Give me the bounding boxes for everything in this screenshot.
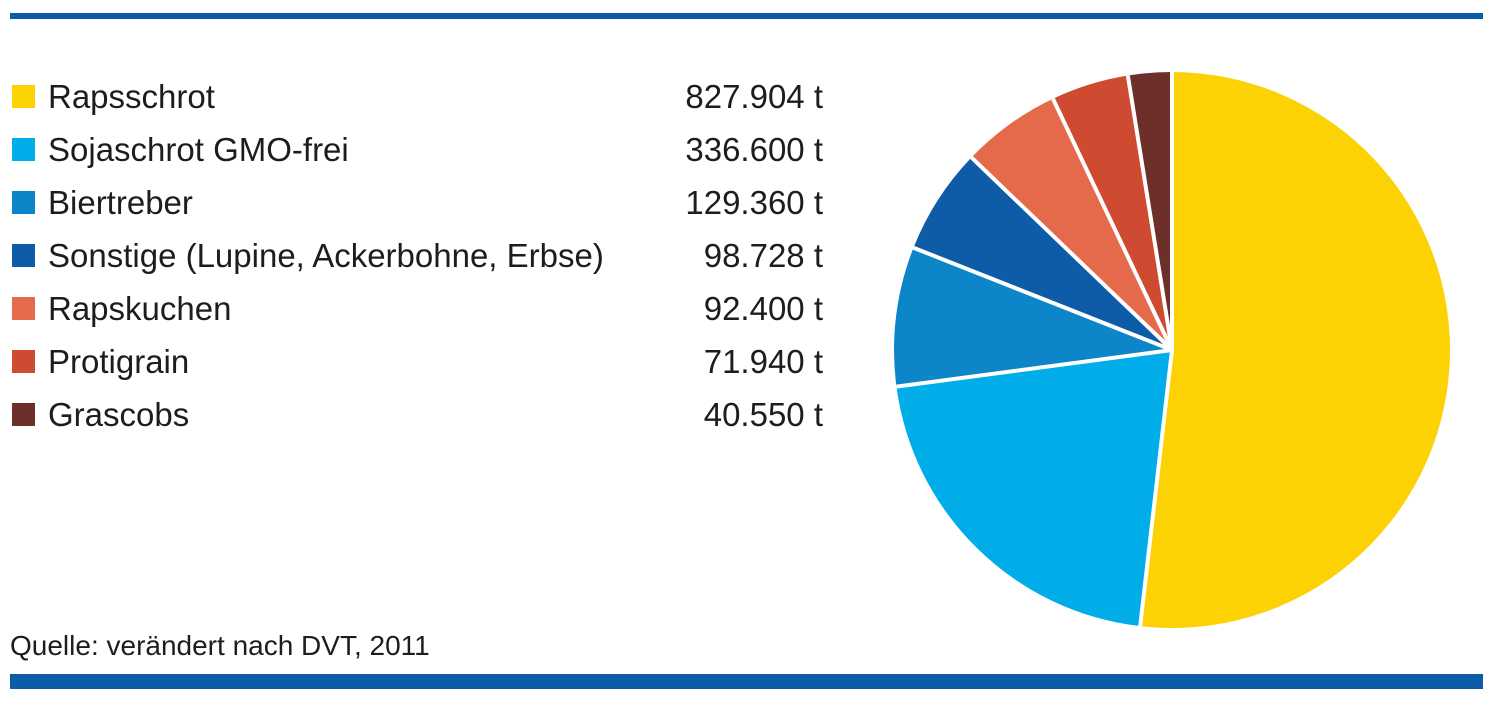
legend-row: Rapsschrot 827.904 t xyxy=(12,70,823,123)
legend-row: Rapskuchen 92.400 t xyxy=(12,282,823,335)
pie-chart-svg xyxy=(894,72,1450,628)
legend-label: Protigrain xyxy=(48,343,190,380)
legend-label: Rapskuchen xyxy=(48,290,232,327)
legend-swatch xyxy=(12,350,35,373)
source-caption: Quelle: verändert nach DVT, 2011 xyxy=(10,630,430,661)
pie-slice-divider xyxy=(1125,75,1174,351)
legend-swatch xyxy=(12,403,35,426)
legend-value: 336.600 t xyxy=(685,131,823,168)
legend-row: Grascobs 40.550 t xyxy=(12,388,823,441)
legend-swatch xyxy=(12,297,35,320)
top-accent-bar xyxy=(10,13,1483,19)
legend-label: Sonstige (Lupine, Ackerbohne, Erbse) xyxy=(48,237,604,274)
pie-slice-divider xyxy=(970,156,1174,352)
legend-row: Sojaschrot GMO-frei 336.600 t xyxy=(12,123,823,176)
pie-chart xyxy=(892,70,1452,630)
legend-swatch xyxy=(12,85,35,108)
pie-slice-divider xyxy=(896,348,1173,389)
legend-value: 40.550 t xyxy=(703,396,823,433)
legend: Rapsschrot 827.904 t Sojaschrot GMO-frei 33… xyxy=(12,70,823,441)
pie-slice-divider xyxy=(1051,97,1174,351)
legend-value: 827.904 t xyxy=(685,78,823,115)
legend-row: Sonstige (Lupine, Ackerbohne, Erbse) 98.7… xyxy=(12,229,823,282)
legend-row: Biertreber 129.360 t xyxy=(12,176,823,229)
pie-slice xyxy=(894,247,1172,387)
legend-swatch xyxy=(12,138,35,161)
pie-slice xyxy=(1052,75,1172,350)
legend-label: Rapsschrot xyxy=(48,78,215,115)
legend-value: 129.360 t xyxy=(685,184,823,221)
legend-value: 71.940 t xyxy=(703,343,823,380)
pie-slice xyxy=(896,350,1172,627)
legend-value: 92.400 t xyxy=(703,290,823,327)
legend-swatch xyxy=(12,191,35,214)
bottom-accent-bar xyxy=(10,674,1483,689)
legend-value: 98.728 t xyxy=(703,237,823,274)
pie-slice-divider xyxy=(1138,349,1174,627)
legend-label: Biertreber xyxy=(48,184,193,221)
legend-row: Protigrain 71.940 t xyxy=(12,335,823,388)
pie-slice xyxy=(913,157,1172,350)
pie-slice xyxy=(1140,72,1450,628)
pie-slice-divider xyxy=(912,245,1173,352)
legend-label: Sojaschrot GMO-frei xyxy=(48,131,349,168)
legend-label: Grascobs xyxy=(48,396,190,433)
pie-slice xyxy=(971,98,1172,350)
legend-swatch xyxy=(12,244,35,267)
